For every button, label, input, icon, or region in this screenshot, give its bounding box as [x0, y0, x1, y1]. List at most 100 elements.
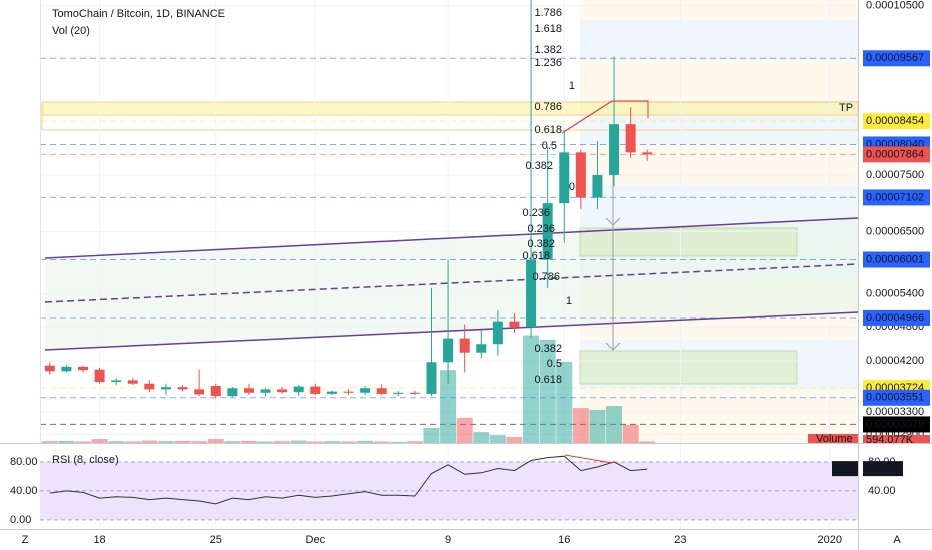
volume-bar: [390, 441, 407, 443]
volume-value-box: [863, 435, 930, 443]
candle-body: [160, 387, 171, 390]
volume-bar: [224, 441, 241, 443]
x-tick-label: 18: [93, 534, 105, 546]
drawing-line: [612, 100, 649, 118]
candle-body: [44, 365, 55, 372]
y-tick-label: 0.00010500: [866, 0, 924, 12]
candle-body: [111, 380, 122, 383]
y-tick-label: 0.00007500: [866, 169, 924, 181]
volume-bar: [91, 439, 108, 443]
candle-body: [177, 387, 188, 390]
candle-body: [509, 321, 520, 328]
candle-body: [559, 152, 570, 204]
candle-body: [393, 392, 404, 394]
rsi-value-label: 70.09: [868, 463, 896, 475]
price-label-box: [863, 416, 930, 433]
candle-body: [459, 338, 470, 353]
candle-body: [492, 321, 503, 345]
trend-line: [44, 311, 859, 351]
candle-body: [409, 392, 420, 394]
fib-label: 0.5: [547, 358, 562, 370]
candle-body: [426, 362, 437, 394]
drawing-line: [561, 100, 613, 134]
volume-bar: [274, 441, 291, 443]
fib-label: 0.618: [522, 250, 550, 262]
rsi-title: RSI (8, close): [52, 454, 119, 466]
candles: [44, 0, 653, 399]
y-tick-label: 0.00006500: [866, 225, 924, 237]
candle-body: [194, 389, 205, 395]
tp-label: TP: [839, 102, 853, 114]
fib-label: 0.382: [534, 343, 562, 355]
volume-bar: [456, 417, 473, 443]
volume-bar: [473, 432, 490, 443]
volume-bar: [357, 440, 374, 443]
volume-bar: [58, 440, 75, 443]
rsi-name: RSI: [836, 463, 854, 475]
candle-body: [227, 388, 238, 397]
volume-bar: [340, 441, 357, 443]
volume-bar: [290, 440, 307, 443]
x-tick-label: Dec: [306, 534, 326, 546]
volume-label-box: [808, 434, 858, 443]
price-label-box: [863, 50, 930, 67]
candle-body: [609, 124, 620, 175]
price-label: 0.00003551: [866, 392, 924, 404]
timezone-button[interactable]: Z: [22, 534, 29, 546]
price-label: 0.00003079: [866, 418, 924, 430]
volume-bar: [556, 361, 573, 443]
volume-bar: [523, 335, 540, 443]
fib-label: 0.5: [542, 140, 557, 152]
rsi-value-box: [863, 461, 903, 477]
fib-label: 1: [569, 80, 575, 92]
candle-body: [61, 366, 72, 372]
volume-bar: [74, 441, 91, 443]
volume-bar: [307, 441, 324, 443]
volume-bar: [141, 440, 158, 443]
fib-label: 0.382: [525, 160, 553, 172]
price-label-box: [863, 251, 930, 268]
y-tick-label: 0.00005400: [866, 287, 924, 299]
candle-body: [592, 174, 603, 198]
price-label: 0.00004966: [866, 312, 924, 324]
x-tick-label: 16: [558, 534, 570, 546]
y-tick-label: 0.00003300: [866, 406, 924, 418]
volume-bar: [622, 424, 639, 443]
fib-band: [580, 20, 858, 60]
volume-bar: [207, 439, 224, 443]
volume-bar: [240, 440, 257, 443]
candle-body: [144, 383, 155, 390]
fib-band: [580, 60, 858, 100]
candle-body: [376, 388, 387, 394]
auto-scale-button[interactable]: A: [893, 534, 901, 546]
y-tick-label: 80.00: [10, 456, 38, 468]
candle-body: [443, 338, 454, 363]
volume-value-label: 594.077K: [866, 434, 914, 446]
fib-band: [580, 0, 858, 20]
candle-body: [210, 386, 221, 397]
fib-label: 1: [566, 295, 572, 307]
candle-body: [77, 366, 88, 371]
volume-bar: [423, 427, 440, 443]
candle-body: [293, 386, 304, 393]
candle-body: [360, 388, 371, 393]
volume-indicator: Vol (20): [52, 25, 90, 37]
price-label: 0.00006001: [866, 253, 924, 265]
candle-body: [243, 388, 254, 393]
y2-tick-label: 40.00: [868, 485, 896, 497]
candle-body: [260, 389, 271, 393]
price-label-box: [863, 389, 930, 406]
target-box: [579, 350, 798, 385]
y-tick-label: 40.00: [10, 485, 38, 497]
volume: [41, 335, 656, 443]
target-box: [579, 227, 798, 257]
fib-label: 0.786: [534, 101, 562, 113]
price-label: 0.00008454: [866, 115, 924, 127]
volume-bar: [406, 441, 423, 443]
volume-bar: [539, 339, 556, 443]
fib-label: 1.236: [534, 57, 562, 69]
volume-bar: [589, 409, 606, 443]
